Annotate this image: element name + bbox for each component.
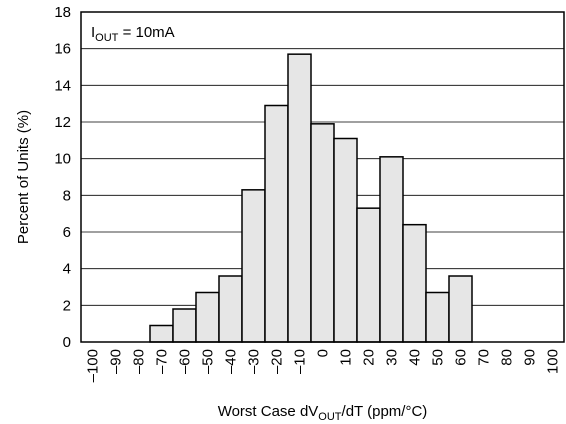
- x-tick-label: –90: [108, 349, 125, 374]
- x-tick-label: –70: [154, 349, 171, 374]
- bar-0: [310, 123, 335, 343]
- x-tick-label: 70: [476, 349, 493, 366]
- x-tick-label: 0: [315, 349, 332, 357]
- x-tick-label: –50: [200, 349, 217, 374]
- y-tick-label: 0: [63, 334, 71, 351]
- bar--10: [287, 53, 312, 343]
- x-tick-label: 100: [545, 349, 562, 374]
- x-tick-label: 60: [453, 349, 470, 366]
- y-tick-label: 4: [63, 261, 71, 278]
- x-tick-label: 40: [407, 349, 424, 366]
- x-tick-label: 30: [384, 349, 401, 366]
- x-tick-labels: –100 –90 –80 –70 –60 –50 –40 –30 –20 –10 0 10 20 30 40…: [85, 349, 562, 382]
- bar-10: [333, 137, 358, 343]
- x-tick-label: –100: [85, 349, 102, 382]
- bar--20: [264, 104, 289, 343]
- y-tick-label: 10: [54, 151, 71, 168]
- x-tick-label: 50: [430, 349, 447, 366]
- annotation-subscript: OUT: [95, 32, 119, 44]
- y-tick-label: 12: [54, 114, 71, 131]
- x-tick-label: 90: [522, 349, 539, 366]
- x-tick-label: 80: [499, 349, 516, 366]
- y-axis-title: Percent of Units (%): [15, 110, 32, 244]
- bar-40: [402, 223, 427, 343]
- x-tick-label: 10: [338, 349, 355, 366]
- x-tick-label: –80: [131, 349, 148, 374]
- x-tick-label: –10: [292, 349, 309, 374]
- y-tick-label: 2: [63, 297, 71, 314]
- x-tick-label: –40: [223, 349, 240, 374]
- x-tick-label: –30: [246, 349, 263, 374]
- bar--40: [218, 275, 243, 343]
- x-tick-label: –60: [177, 349, 194, 374]
- plot-frame: [80, 11, 565, 343]
- x-tick-label: –20: [269, 349, 286, 374]
- x-axis-title: Worst Case dVOUT/dT (ppm/°C): [218, 403, 428, 423]
- bar--50: [195, 291, 220, 343]
- x-axis-title-subscript: OUT: [318, 411, 342, 423]
- bar--60: [172, 308, 197, 343]
- bar-50: [425, 291, 450, 343]
- bar-30: [379, 156, 404, 343]
- x-axis-title-prefix: Worst Case dV: [218, 403, 319, 420]
- annotation-iout: IOUT = 10mA: [91, 24, 175, 44]
- x-axis-title-suffix: /dT (ppm/°C): [342, 403, 428, 420]
- annotation-prefix: I: [91, 24, 95, 41]
- bar-60: [448, 275, 473, 343]
- y-tick-label: 14: [54, 77, 71, 94]
- y-tick-labels: 0 2 4 6 8 10 12 14 16 18: [54, 4, 71, 351]
- bar-20: [356, 207, 381, 343]
- annotation-suffix: = 10mA: [118, 24, 174, 41]
- bar--70: [149, 324, 174, 343]
- bars: [149, 53, 473, 343]
- bar--30: [241, 189, 266, 343]
- x-tick-label: 20: [361, 349, 378, 366]
- y-tick-label: 6: [63, 224, 71, 241]
- y-tick-label: 16: [54, 41, 71, 58]
- y-tick-label: 18: [54, 4, 71, 21]
- y-tick-label: 8: [63, 187, 71, 204]
